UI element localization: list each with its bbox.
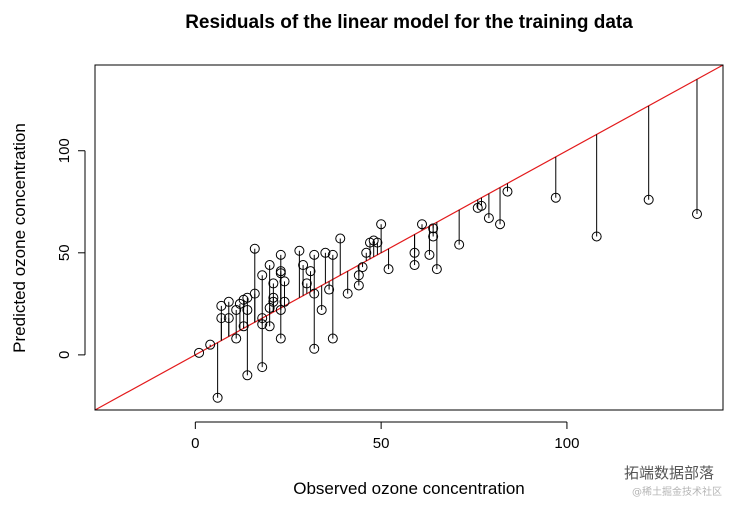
data-point <box>231 304 242 315</box>
watermark-brand: 拓端数据部落 <box>623 464 714 482</box>
data-point <box>305 266 316 277</box>
data-point <box>216 300 227 311</box>
data-point <box>275 249 286 260</box>
data-point <box>409 260 420 271</box>
data-point <box>238 321 249 332</box>
data-point <box>409 247 420 258</box>
data-point <box>342 288 353 299</box>
data-point <box>223 296 234 307</box>
data-point <box>454 239 465 250</box>
data-point <box>294 245 305 256</box>
y-tick-label: 100 <box>56 138 73 163</box>
data-point <box>279 276 290 287</box>
chart-title: Residuals of the linear model for the tr… <box>185 12 633 33</box>
data-point <box>353 270 364 281</box>
data-point <box>268 292 279 303</box>
x-axis-label: Observed ozone concentration <box>293 479 525 498</box>
y-tick-label: 50 <box>56 244 73 261</box>
data-point <box>643 194 654 205</box>
data-point <box>428 223 439 234</box>
data-point <box>691 209 702 220</box>
data-point <box>428 231 439 242</box>
data-point <box>383 264 394 275</box>
data-point <box>268 296 279 307</box>
data-point <box>275 333 286 344</box>
watermark-site: @稀土掘金技术社区 <box>632 487 722 498</box>
x-tick-label: 100 <box>554 435 579 452</box>
data-point <box>550 192 561 203</box>
data-point <box>357 262 368 273</box>
data-point <box>264 260 275 271</box>
data-point <box>264 302 275 313</box>
data-point <box>301 278 312 289</box>
data-points <box>194 186 702 403</box>
y-axis-label: Predicted ozone concentration <box>10 123 29 353</box>
data-point <box>216 313 227 324</box>
data-point <box>376 219 387 230</box>
data-point <box>309 343 320 354</box>
residual-segments <box>209 79 698 398</box>
reference-line <box>94 64 724 411</box>
data-point <box>335 233 346 244</box>
data-point <box>223 313 234 324</box>
data-point <box>353 280 364 291</box>
data-point <box>279 296 290 307</box>
x-tick-label: 0 <box>191 435 199 452</box>
data-point <box>257 362 268 373</box>
data-point <box>417 219 428 230</box>
data-point <box>327 249 338 260</box>
data-point <box>495 219 506 230</box>
data-point <box>194 347 205 358</box>
x-tick-label: 50 <box>373 435 390 452</box>
data-point <box>591 231 602 242</box>
reference-line-group <box>94 64 724 411</box>
data-point <box>372 237 383 248</box>
y-tick-label: 0 <box>56 351 73 359</box>
data-point <box>502 186 513 197</box>
data-point <box>431 264 442 275</box>
data-point <box>242 370 253 381</box>
data-point <box>249 243 260 254</box>
data-point <box>476 200 487 211</box>
data-point <box>264 321 275 332</box>
data-point <box>257 270 268 281</box>
data-point <box>361 247 372 258</box>
data-point <box>320 247 331 258</box>
data-point <box>424 249 435 260</box>
data-point <box>205 339 216 350</box>
data-point <box>309 288 320 299</box>
data-point <box>257 319 268 330</box>
data-point <box>268 278 279 289</box>
data-point <box>324 284 335 295</box>
data-point <box>327 333 338 344</box>
data-point <box>242 304 253 315</box>
data-point <box>231 333 242 344</box>
plot-frame <box>94 64 724 411</box>
data-point <box>275 266 286 277</box>
axes: 0 50 100 0 50 100 <box>56 138 579 452</box>
data-point <box>316 304 327 315</box>
data-point <box>242 292 253 303</box>
data-point <box>483 213 494 224</box>
data-point <box>298 260 309 271</box>
data-point <box>212 392 223 403</box>
data-point <box>257 313 268 324</box>
data-point <box>309 249 320 260</box>
data-point <box>275 304 286 315</box>
data-point <box>249 288 260 299</box>
